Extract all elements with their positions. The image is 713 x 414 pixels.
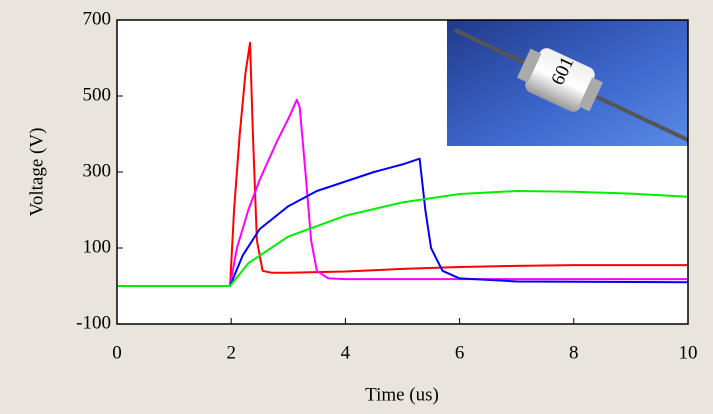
x-tick-label: 0 xyxy=(112,342,122,363)
x-tick-label: 4 xyxy=(341,342,351,363)
plot xyxy=(117,41,689,287)
series-line xyxy=(117,190,689,287)
x-tick-label: 8 xyxy=(569,342,579,363)
x-tick-label: 10 xyxy=(679,342,698,363)
series-line xyxy=(117,98,688,287)
series-line xyxy=(117,157,689,287)
y-tick-label: 300 xyxy=(83,160,112,181)
y-axis-title: Voltage (V) xyxy=(26,128,47,217)
x-tick-label: 6 xyxy=(455,342,465,363)
y-tick-label: -100 xyxy=(76,312,111,333)
series-line xyxy=(117,41,688,287)
y-tick-label: 700 xyxy=(83,8,112,29)
inset-photo: 601 xyxy=(447,20,689,146)
x-axis-title: Time (us) xyxy=(365,384,439,405)
y-tick-label: 100 xyxy=(83,236,112,257)
x-tick-label: 2 xyxy=(226,342,236,363)
y-tick-label: 500 xyxy=(83,84,112,105)
photo-tube: 601 xyxy=(516,48,604,112)
